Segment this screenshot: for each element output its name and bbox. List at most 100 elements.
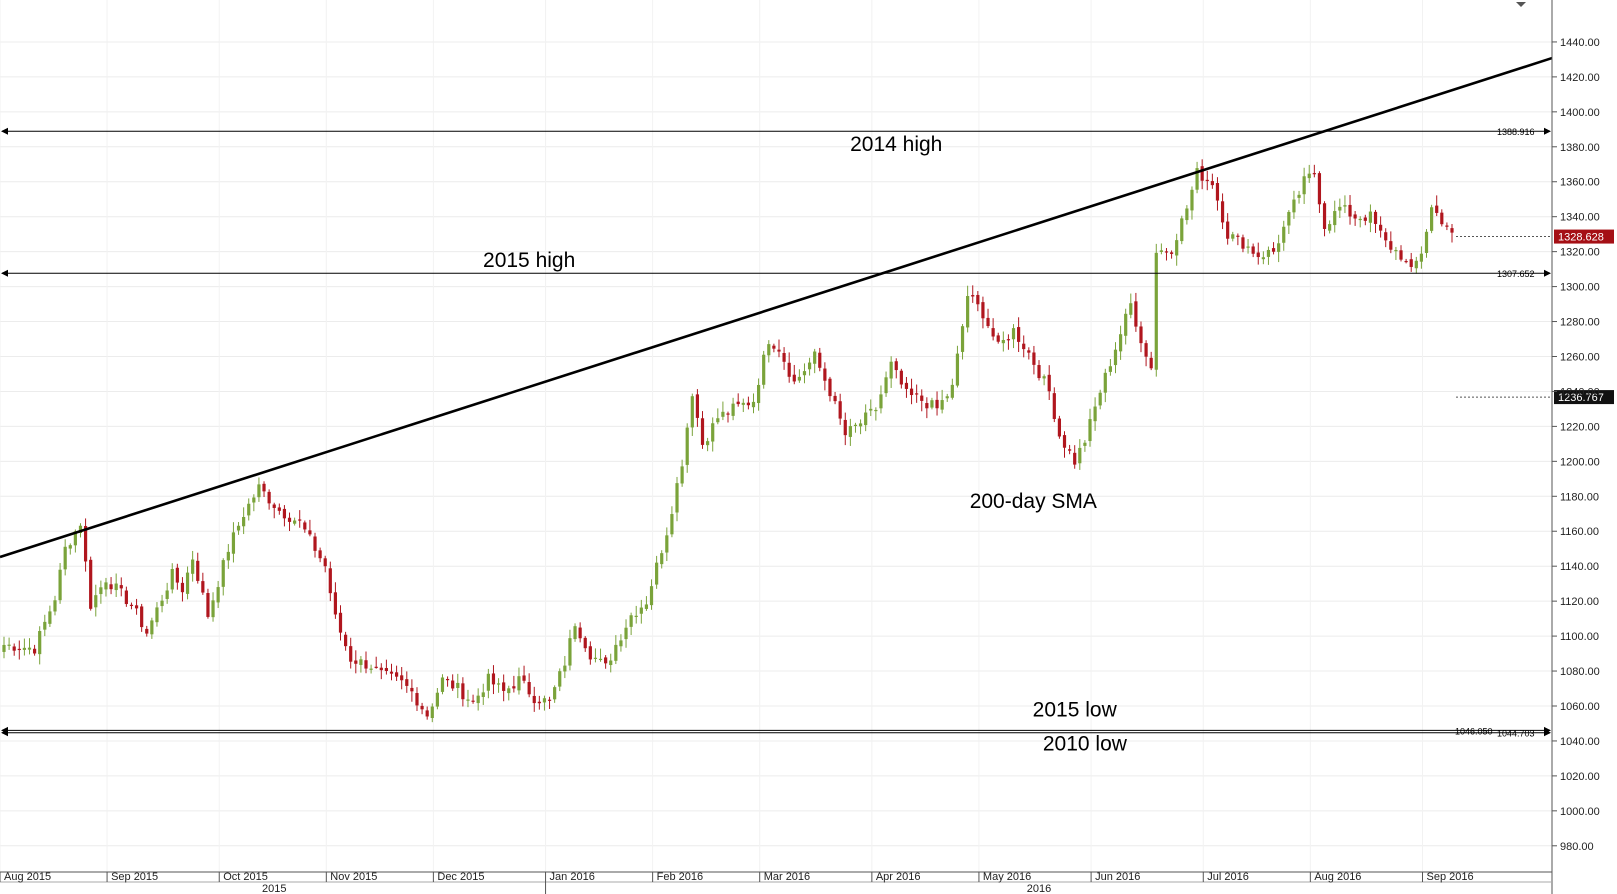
x-tick-label: Oct 2015 — [223, 871, 268, 883]
candle-body — [706, 441, 710, 446]
candle-body — [1287, 211, 1291, 226]
candle-body — [27, 647, 32, 650]
candle-body — [170, 568, 174, 590]
candle-body — [206, 593, 210, 617]
candle-body — [430, 706, 434, 719]
candle-body — [221, 560, 225, 587]
candle-body — [573, 626, 577, 640]
candle-body — [1353, 214, 1357, 219]
candle-body — [966, 296, 970, 328]
candle-body — [1022, 343, 1026, 350]
candle-body — [1368, 211, 1373, 223]
candle-body — [73, 531, 77, 546]
candle-body — [1073, 452, 1077, 465]
level-annotation: 2014 high — [850, 133, 942, 156]
candle-body — [1419, 253, 1424, 262]
candle-body — [940, 400, 944, 410]
candle-body — [466, 699, 470, 701]
candle-body — [1113, 349, 1118, 366]
candle-body — [981, 302, 985, 319]
candle-body — [247, 503, 251, 516]
y-tick-label: 1040.00 — [1560, 736, 1600, 748]
candle-body — [58, 569, 62, 601]
candle-body — [772, 345, 776, 349]
candles — [2, 159, 1454, 723]
candle-body — [231, 532, 236, 554]
level-arrow-right — [1544, 127, 1551, 135]
candle-body — [1297, 194, 1301, 198]
y-tick-label: 1380.00 — [1560, 142, 1600, 154]
y-tick-label: 1240.00 — [1560, 386, 1600, 398]
candle-body — [930, 400, 934, 408]
candle-body — [604, 657, 608, 664]
candle-body — [374, 666, 378, 668]
candle-body — [461, 683, 465, 700]
candle-body — [1200, 166, 1204, 181]
candle-body — [354, 660, 358, 664]
candle-body — [874, 409, 878, 412]
candle-body — [53, 600, 57, 612]
candle-body — [558, 671, 562, 687]
candle-body — [1246, 246, 1250, 248]
candle-body — [277, 507, 281, 511]
x-tick-label: Apr 2016 — [876, 871, 921, 883]
candle-body — [1384, 232, 1388, 241]
candle-body — [1154, 252, 1158, 370]
candle-body — [1011, 328, 1016, 340]
candle-body — [1226, 221, 1230, 239]
candle-body — [716, 418, 720, 423]
chevron-down-icon[interactable] — [1516, 2, 1526, 7]
candle-body — [1098, 392, 1102, 406]
y-tick-label: 980.00 — [1560, 841, 1594, 853]
x-tick-label: Sep 2016 — [1427, 871, 1474, 883]
annotation-text: 200-day SMA — [970, 490, 1097, 513]
candle-body — [1220, 201, 1225, 223]
candle-body — [971, 295, 975, 297]
candle-body — [532, 695, 536, 704]
candle-body — [83, 526, 88, 562]
candle-body — [991, 328, 995, 337]
candle-body — [935, 399, 939, 409]
level-arrow-right — [1544, 729, 1551, 737]
candle-body — [1424, 231, 1429, 253]
candle-body — [609, 660, 613, 666]
candle-body — [976, 294, 980, 305]
candle-body — [751, 401, 756, 408]
candle-body — [1414, 260, 1418, 269]
candle-body — [1271, 248, 1276, 252]
candle-body — [389, 671, 394, 674]
candle-body — [1093, 406, 1097, 422]
level-annotation: 2015 low — [1033, 698, 1118, 721]
candle-body — [655, 562, 659, 585]
candle-body — [711, 423, 715, 442]
candle-body — [1078, 447, 1082, 464]
x-tick-label: Jan 2016 — [550, 871, 595, 883]
grid — [0, 0, 1552, 872]
x-tick-label: Aug 2016 — [1314, 871, 1361, 883]
candle-body — [1440, 212, 1444, 225]
candle-body — [1282, 226, 1286, 243]
candle-body — [1231, 234, 1235, 239]
candle-body — [588, 646, 592, 660]
candle-body — [344, 634, 348, 647]
candle-body — [1108, 366, 1112, 372]
candle-body — [43, 621, 47, 630]
y-tick-label: 1360.00 — [1560, 177, 1600, 189]
candle-body — [807, 362, 812, 370]
candle-body — [568, 638, 572, 666]
candle-body — [884, 377, 888, 394]
candle-body — [700, 418, 705, 445]
candle-body — [1317, 173, 1322, 205]
candle-body — [1363, 217, 1367, 221]
x-tick-label: Sep 2015 — [111, 871, 158, 883]
trendline — [0, 56, 1553, 559]
y-tick-label: 1260.00 — [1560, 351, 1600, 363]
candle-body — [150, 620, 154, 635]
candle-body — [1450, 228, 1454, 233]
x-tick-label: May 2016 — [983, 871, 1031, 883]
candle-body — [1241, 237, 1245, 249]
candle-body — [1047, 374, 1051, 392]
candle-body — [792, 374, 796, 382]
candle-body — [89, 559, 93, 609]
